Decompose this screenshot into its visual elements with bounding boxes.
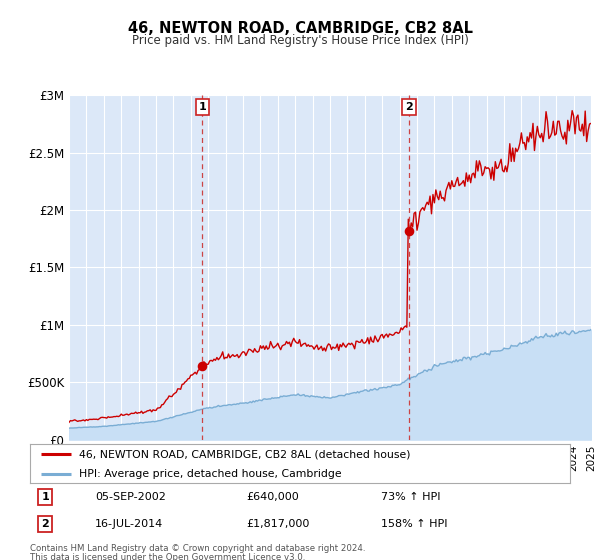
Text: 05-SEP-2002: 05-SEP-2002 [95, 492, 166, 502]
Text: 46, NEWTON ROAD, CAMBRIDGE, CB2 8AL (detached house): 46, NEWTON ROAD, CAMBRIDGE, CB2 8AL (det… [79, 449, 410, 459]
Text: 1: 1 [199, 102, 206, 112]
Text: 1: 1 [41, 492, 49, 502]
Text: 73% ↑ HPI: 73% ↑ HPI [381, 492, 440, 502]
Text: £640,000: £640,000 [246, 492, 299, 502]
Text: 2: 2 [405, 102, 413, 112]
Point [404, 227, 414, 236]
Text: 46, NEWTON ROAD, CAMBRIDGE, CB2 8AL: 46, NEWTON ROAD, CAMBRIDGE, CB2 8AL [128, 21, 473, 36]
Text: Price paid vs. HM Land Registry's House Price Index (HPI): Price paid vs. HM Land Registry's House … [131, 34, 469, 46]
Text: HPI: Average price, detached house, Cambridge: HPI: Average price, detached house, Camb… [79, 469, 341, 479]
Text: 2: 2 [41, 519, 49, 529]
Text: Contains HM Land Registry data © Crown copyright and database right 2024.: Contains HM Land Registry data © Crown c… [30, 544, 365, 553]
Text: 16-JUL-2014: 16-JUL-2014 [95, 519, 163, 529]
Text: This data is licensed under the Open Government Licence v3.0.: This data is licensed under the Open Gov… [30, 553, 305, 560]
Point [197, 362, 207, 371]
Text: £1,817,000: £1,817,000 [246, 519, 310, 529]
Text: 158% ↑ HPI: 158% ↑ HPI [381, 519, 448, 529]
